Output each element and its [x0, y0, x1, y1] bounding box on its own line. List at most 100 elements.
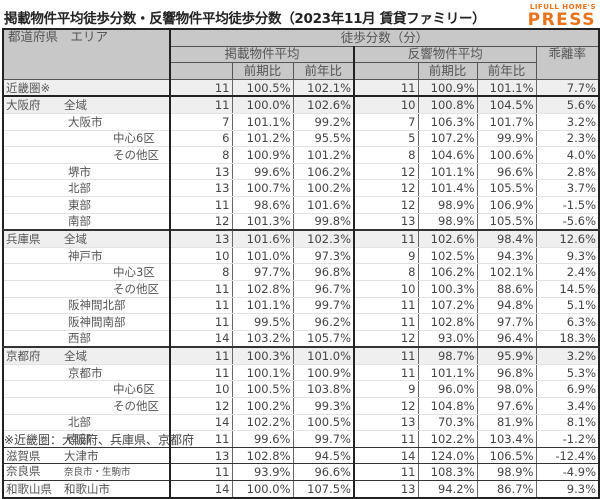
listing-yoy: 95.5% [292, 130, 355, 148]
listing-qoq: 100.2% [231, 397, 294, 415]
response-yoy: 96.6% [476, 163, 537, 181]
listing-qoq: 100.3% [231, 346, 294, 365]
response-yoy: 98.4% [476, 229, 537, 248]
row-area-name: 京都市 [2, 364, 171, 382]
response-minutes: 8 [353, 146, 419, 164]
listing-yoy: 100.2% [292, 179, 355, 197]
table-row: 近畿圏※ 11 100.5% 102.1% 11 100.9% 101.1% 7.7% [2, 79, 600, 98]
listing-yoy: 105.7% [292, 330, 355, 348]
brand-logo: LIFULL HOME'S PRESS [528, 4, 596, 29]
response-minutes: 13 [353, 480, 419, 499]
response-yoy: 103.4% [476, 430, 537, 448]
listing-qoq: 101.1% [231, 297, 294, 315]
listing-yoy: 101.2% [292, 146, 355, 164]
gap-rate: 5.1% [535, 297, 600, 315]
area-label: 南部 [68, 214, 91, 229]
response-qoq: 101.1% [417, 163, 478, 181]
response-qoq: 100.9% [417, 79, 478, 98]
gap-rate: -1.2% [535, 430, 600, 448]
table-row: その他区 11 102.8% 96.7% 10 100.3% 88.6% 14.5% [2, 280, 600, 298]
logo-line1: LIFULL HOME'S [529, 3, 596, 11]
response-qoq: 100.8% [417, 95, 478, 114]
listing-minutes: 11 [169, 95, 233, 114]
row-area-name: 京都府 全域 [2, 346, 171, 365]
table-row: 大阪府 全域 11 100.0% 102.6% 10 100.8% 104.5% 5.6% [2, 95, 600, 114]
table-row: 堺市 13 99.6% 106.2% 12 101.1% 96.6% 2.8% [2, 163, 600, 181]
listing-yoy: 97.3% [292, 247, 355, 265]
area-label: 堺市 [68, 164, 91, 179]
response-yoy: 101.1% [476, 79, 537, 98]
response-minutes: 9 [353, 380, 419, 399]
listing-yoy: 99.3% [292, 397, 355, 415]
prefecture-label: 近畿圏※ [6, 80, 51, 95]
row-area-name: 兵庫県 全域 [2, 229, 171, 248]
area-label: 西部 [68, 331, 91, 346]
response-qoq: 104.6% [417, 146, 478, 164]
row-area-name: その他区 [2, 397, 171, 415]
response-yoy: 96.4% [476, 330, 537, 348]
listing-minutes: 8 [169, 146, 233, 164]
row-area-name: 南部 [2, 213, 171, 231]
gap-rate: 18.3% [535, 330, 600, 348]
response-yoy: 98.0% [476, 380, 537, 399]
listing-qoq: 102.8% [231, 280, 294, 298]
table-row: 中心6区 10 100.5% 103.8% 9 96.0% 98.0% 6.9% [2, 380, 600, 399]
listing-qoq: 98.6% [231, 196, 294, 214]
area-label: 神戸市 [68, 248, 103, 263]
response-yoy: 96.8% [476, 364, 537, 382]
area-label: 北部 [68, 415, 91, 430]
response-qoq: 104.8% [417, 397, 478, 415]
area-label: 大阪市 [68, 114, 103, 129]
gap-rate: -5.6% [535, 213, 600, 231]
row-area-name: 近畿圏※ [2, 79, 171, 98]
gap-rate: 2.3% [535, 130, 600, 148]
gap-rate: 5.3% [535, 364, 600, 382]
listing-qoq: 93.9% [231, 463, 294, 482]
listing-minutes: 11 [169, 313, 233, 331]
gap-rate: 9.3% [535, 247, 600, 265]
area-label: 全域 [64, 231, 87, 246]
response-minutes: 12 [353, 196, 419, 214]
response-yoy: 104.5% [476, 95, 537, 114]
listing-minutes: 12 [169, 397, 233, 415]
response-yoy: 105.5% [476, 213, 537, 231]
listing-yoy: 96.6% [292, 463, 355, 482]
area-label: 大津市 [64, 448, 99, 463]
response-yoy: 94.8% [476, 297, 537, 315]
listing-yoy: 106.2% [292, 163, 355, 181]
header-main: 徒歩分数（分） [169, 28, 600, 47]
header-response-qoq: 前期比 [417, 62, 478, 80]
response-minutes: 13 [353, 414, 419, 432]
listing-qoq: 101.6% [231, 229, 294, 248]
listing-yoy: 103.8% [292, 380, 355, 399]
listing-yoy: 96.7% [292, 280, 355, 298]
response-minutes: 11 [353, 297, 419, 315]
listing-yoy: 102.3% [292, 229, 355, 248]
listing-minutes: 14 [169, 330, 233, 348]
response-minutes: 11 [353, 79, 419, 98]
gap-rate: 3.2% [535, 346, 600, 365]
row-area-name: 東部 [2, 196, 171, 214]
response-qoq: 106.2% [417, 263, 478, 281]
listing-yoy: 101.0% [292, 346, 355, 365]
response-minutes: 11 [353, 229, 419, 248]
prefecture-label: 兵庫県 [6, 231, 41, 246]
row-area-name: その他区 [2, 146, 171, 164]
gap-rate: -1.5% [535, 196, 600, 214]
prefecture-label: 大阪府 [6, 98, 41, 113]
header-listing: 掲載物件平均 [169, 45, 355, 64]
gap-rate: 6.3% [535, 313, 600, 331]
listing-minutes: 13 [169, 163, 233, 181]
listing-yoy: 99.7% [292, 430, 355, 448]
table-row: 阪神間北部 11 101.1% 99.7% 11 107.2% 94.8% 5.1% [2, 297, 600, 315]
header-listing-qoq: 前期比 [231, 62, 294, 80]
gap-rate: 5.6% [535, 95, 600, 114]
gap-rate: 2.4% [535, 263, 600, 281]
gap-rate: 14.5% [535, 280, 600, 298]
listing-yoy: 100.9% [292, 364, 355, 382]
page-title: 掲載物件平均徒歩分数・反響物件平均徒歩分数（2023年11月 賃貸ファミリー） [4, 11, 486, 27]
response-qoq: 101.1% [417, 364, 478, 382]
area-label: 阪神間南部 [68, 314, 126, 329]
header-response: 反響物件平均 [353, 45, 537, 64]
row-area-name: 神戸市 [2, 247, 171, 265]
